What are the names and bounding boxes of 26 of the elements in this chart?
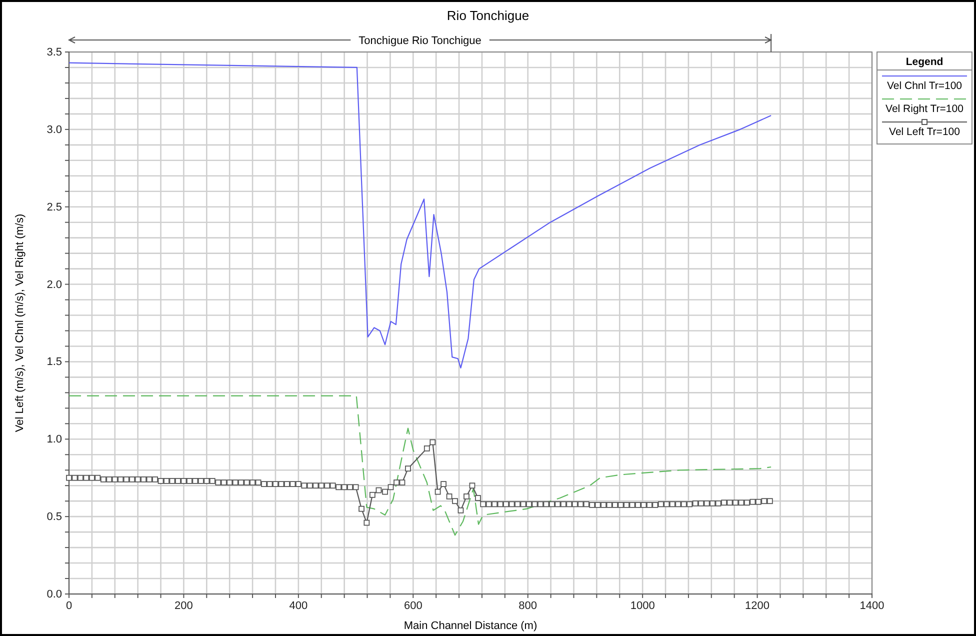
y-axis-title: Vel Left (m/s), Vel Chnl (m/s), Vel Right (m/s): [14, 214, 26, 432]
text: Vel Right Tr=100: [886, 103, 964, 115]
x-tick-label: 800: [518, 600, 538, 612]
x-tick-label: 1000: [630, 600, 655, 612]
y-tick-label: 2.0: [46, 278, 62, 291]
x-tick-label: 1200: [745, 600, 770, 612]
text: Tonchigue Rio Tonchigue: [358, 35, 482, 47]
line-series: [68, 395, 772, 536]
chart-title: Rio Tonchigue: [446, 8, 530, 23]
y-tick-label: 0.5: [46, 511, 62, 524]
x-tick-label: 200: [174, 600, 193, 612]
y-tick-label: 0.0: [46, 588, 62, 601]
x-tick-label: 0: [66, 600, 72, 612]
y-tick-label: 2.5: [46, 201, 62, 214]
y-tick-label: 1.0: [46, 434, 62, 446]
x-tick-label: 600: [404, 600, 422, 612]
text: Vel Chnl Tr=100: [886, 80, 962, 92]
y-tick-label: 3.5: [46, 46, 62, 59]
x-tick-label: 400: [289, 600, 308, 612]
legend-label: Vel Left Tr=100: [889, 126, 960, 138]
y-tick-label: 3.0: [46, 124, 62, 136]
x-axis-title: Main Channel Distance (m): [404, 620, 538, 632]
legend-title: Legend: [906, 56, 944, 68]
y-tick-label: 1.5: [46, 356, 62, 368]
x-tick-label: 1400: [860, 600, 884, 612]
line-series: [68, 62, 772, 368]
